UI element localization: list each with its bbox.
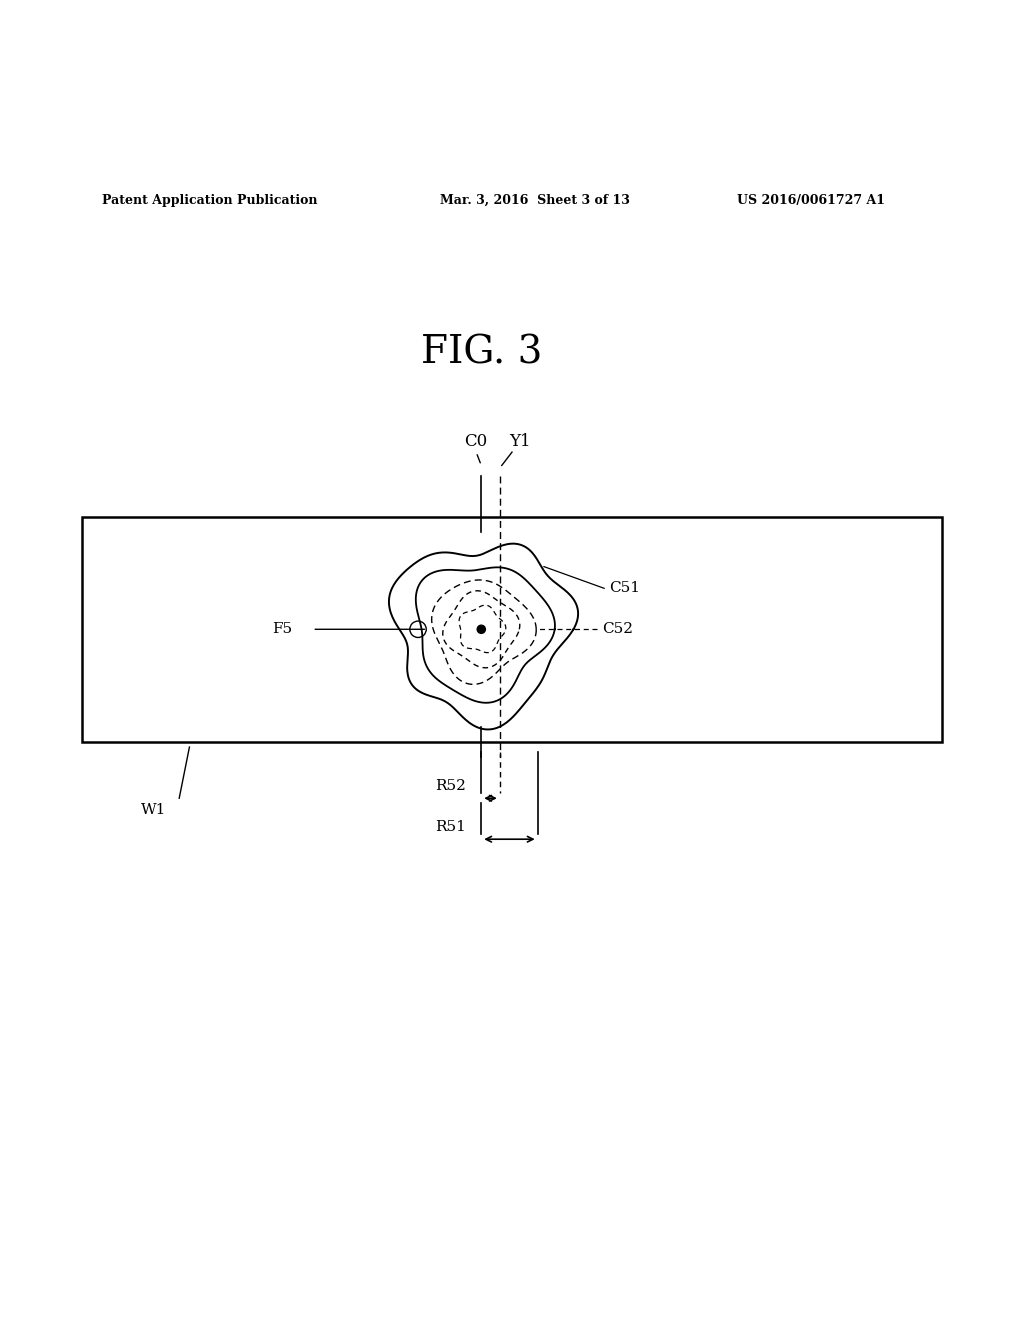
Bar bbox=[82, 516, 942, 742]
Text: Mar. 3, 2016  Sheet 3 of 13: Mar. 3, 2016 Sheet 3 of 13 bbox=[440, 194, 630, 207]
Text: R52: R52 bbox=[435, 779, 466, 793]
Circle shape bbox=[477, 626, 485, 634]
Text: US 2016/0061727 A1: US 2016/0061727 A1 bbox=[737, 194, 886, 207]
Text: FIG. 3: FIG. 3 bbox=[421, 334, 542, 371]
Text: C0: C0 bbox=[465, 433, 487, 450]
Text: C51: C51 bbox=[609, 581, 640, 595]
Text: F5: F5 bbox=[271, 622, 292, 636]
Text: Y1: Y1 bbox=[509, 433, 531, 450]
Text: Patent Application Publication: Patent Application Publication bbox=[102, 194, 317, 207]
Text: R51: R51 bbox=[435, 820, 466, 834]
Text: C52: C52 bbox=[602, 622, 633, 636]
Text: W1: W1 bbox=[141, 804, 166, 817]
